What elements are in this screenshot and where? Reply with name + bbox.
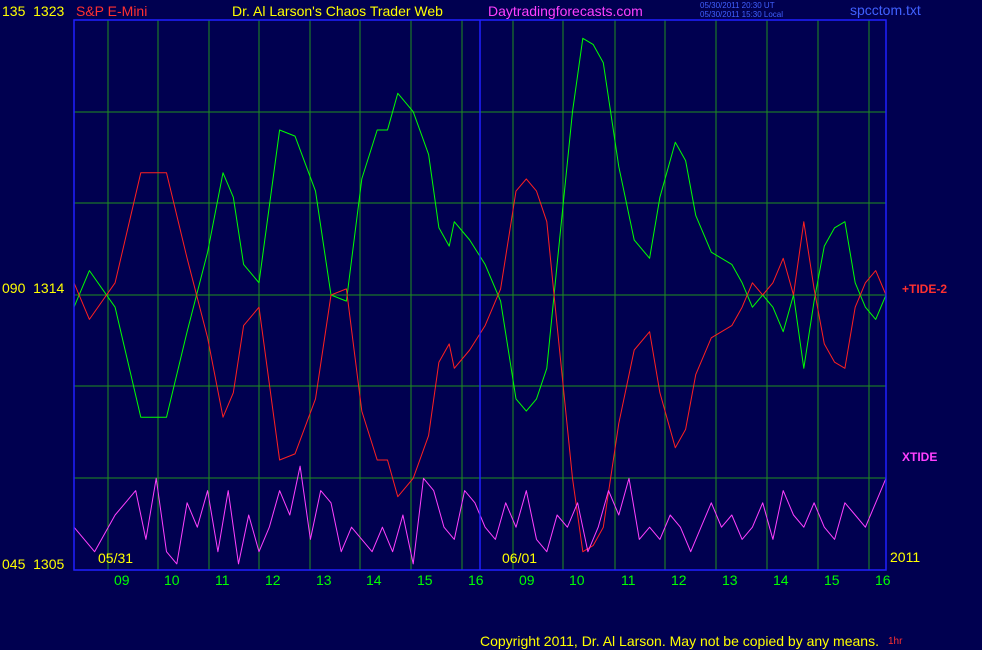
hour-tick-label: 11 (215, 572, 230, 588)
hour-tick-label: 15 (824, 572, 840, 588)
hour-tick-label: 09 (519, 572, 535, 588)
left-axis-mid-label: 090 1314 (2, 281, 64, 295)
hour-tick-label: 10 (569, 572, 585, 588)
corner-label: 1hr (888, 636, 903, 647)
series-tide2-red (73, 172, 887, 553)
hour-tick-label: 13 (316, 572, 332, 588)
mid-osc: 090 (2, 280, 26, 296)
timestamp-ut: 05/30/2011 20:30 UT (700, 1, 775, 10)
left-axis-top-label: 135 1323 (2, 4, 64, 18)
date-label-1: 05/31 (98, 550, 134, 566)
left-axis-bottom-label: 045 1305 (2, 557, 64, 571)
mid-price: 1314 (33, 280, 65, 296)
bot-osc: 045 (2, 556, 26, 572)
year-label: 2011 (890, 549, 921, 565)
bot-price: 1305 (33, 556, 65, 572)
legend-xtide: XTIDE (902, 450, 938, 464)
timestamp-local: 05/30/2011 15:30 Local (700, 10, 784, 19)
site-link[interactable]: Daytradingforecasts.com (488, 3, 643, 19)
chart-title: Dr. Al Larson's Chaos Trader Web (232, 3, 443, 19)
hour-tick-label: 14 (773, 572, 789, 588)
hour-tick-label: 15 (417, 572, 433, 588)
hour-tick-label: 09 (114, 572, 130, 588)
hour-tick-label: 13 (722, 572, 738, 588)
hour-tick-label: 16 (875, 572, 891, 588)
hour-tick-label: 11 (621, 572, 636, 588)
file-name: spcctom.txt (850, 2, 921, 18)
series-layer (73, 37, 887, 565)
copyright: Copyright 2011, Dr. Al Larson. May not b… (480, 633, 879, 649)
hour-tick-label: 10 (164, 572, 180, 588)
series-label: S&P E-Mini (76, 3, 148, 19)
hour-tick-label: 14 (366, 572, 382, 588)
legend-tide2: +TIDE-2 (902, 282, 948, 296)
top-osc: 135 (2, 3, 26, 19)
hour-tick-label: 12 (671, 572, 687, 588)
hour-tick-label: 12 (265, 572, 281, 588)
series-tide2-green (73, 37, 887, 418)
series-xtide (73, 465, 887, 565)
date-label-2: 06/01 (502, 550, 538, 566)
hour-tick-label: 16 (468, 572, 484, 588)
top-price: 1323 (33, 3, 65, 19)
